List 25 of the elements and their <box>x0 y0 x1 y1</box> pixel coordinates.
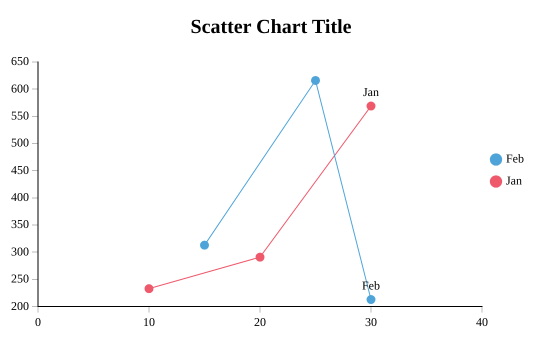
x-tick-label: 40 <box>476 314 488 329</box>
annotation: Jan <box>363 85 379 100</box>
x-tick-label: 30 <box>365 314 377 329</box>
point <box>144 284 154 294</box>
x-tick-label: 20 <box>254 314 266 329</box>
y-tick-label: 200 <box>11 298 29 313</box>
y-tick-label: 500 <box>11 136 29 150</box>
legend-label: Feb <box>506 152 524 166</box>
legend-label: Jan <box>506 174 522 188</box>
y-tick-label: 250 <box>11 272 29 286</box>
y-tick-label: 400 <box>11 190 29 204</box>
y-tick-label: 450 <box>11 162 29 177</box>
y-tick-label: 650 <box>11 54 29 68</box>
point <box>366 102 376 111</box>
y-tick-label: 550 <box>11 108 29 123</box>
y-tick-label: 600 <box>11 81 29 96</box>
y-tick-label: 350 <box>11 217 29 232</box>
point <box>256 252 264 262</box>
y-tick-label: 300 <box>11 244 29 258</box>
x-tick-label: 10 <box>143 314 155 329</box>
chart-title: Scatter Chart Title <box>190 16 352 38</box>
point <box>366 295 376 304</box>
point <box>200 240 209 250</box>
point <box>311 76 320 85</box>
x-tick-label: 0 <box>35 314 41 329</box>
